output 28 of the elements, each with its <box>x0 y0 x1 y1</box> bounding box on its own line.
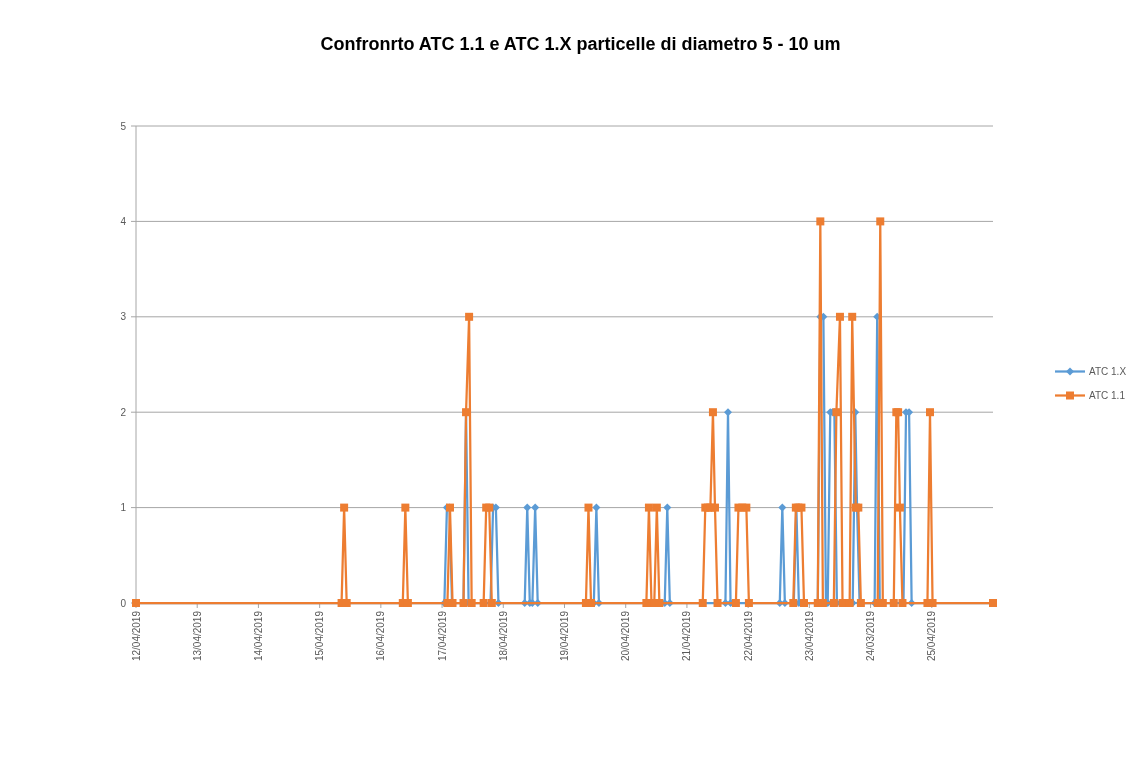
point <box>592 503 601 512</box>
point <box>531 503 540 512</box>
x-tick-label: 23/04/2019 <box>803 610 815 662</box>
x-tick-label: 22/04/2019 <box>742 610 754 662</box>
chart-title: Confronrto ATC 1.1 e ATC 1.X particelle di diametro 5 - 10 um <box>320 34 841 54</box>
x-tick-label: 24/03/2019 <box>865 610 877 662</box>
x-tick-label: 21/04/2019 <box>681 610 693 662</box>
y-tick-label: 1 <box>120 502 127 514</box>
y-tick-label: 4 <box>120 215 127 227</box>
x-tick-label: 16/04/2019 <box>375 610 387 662</box>
x-tick-label: 14/04/2019 <box>252 610 264 662</box>
x-tick-label: 19/04/2019 <box>559 610 570 662</box>
y-tick-label: 0 <box>120 597 127 609</box>
y-tick-label: 5 <box>120 120 127 132</box>
y-tick-label: 2 <box>120 406 127 418</box>
x-tick-label: 15/04/2019 <box>314 610 326 662</box>
x-tick-label: 13/04/2019 <box>191 610 203 662</box>
legend-label: ATC 1.X <box>1089 366 1127 377</box>
legend-label: ATC 1.1 <box>1089 390 1126 401</box>
point <box>523 503 532 512</box>
x-tick-label: 18/04/2019 <box>497 610 509 662</box>
point <box>778 503 787 512</box>
x-tick-label: 20/04/2019 <box>620 610 632 662</box>
y-tick-label: 3 <box>120 311 127 323</box>
point <box>663 503 672 512</box>
x-tick-label: 12/04/2019 <box>130 610 142 662</box>
x-tick-label: 25/04/2019 <box>926 610 938 662</box>
x-tick-label: 17/04/2019 <box>436 610 448 662</box>
